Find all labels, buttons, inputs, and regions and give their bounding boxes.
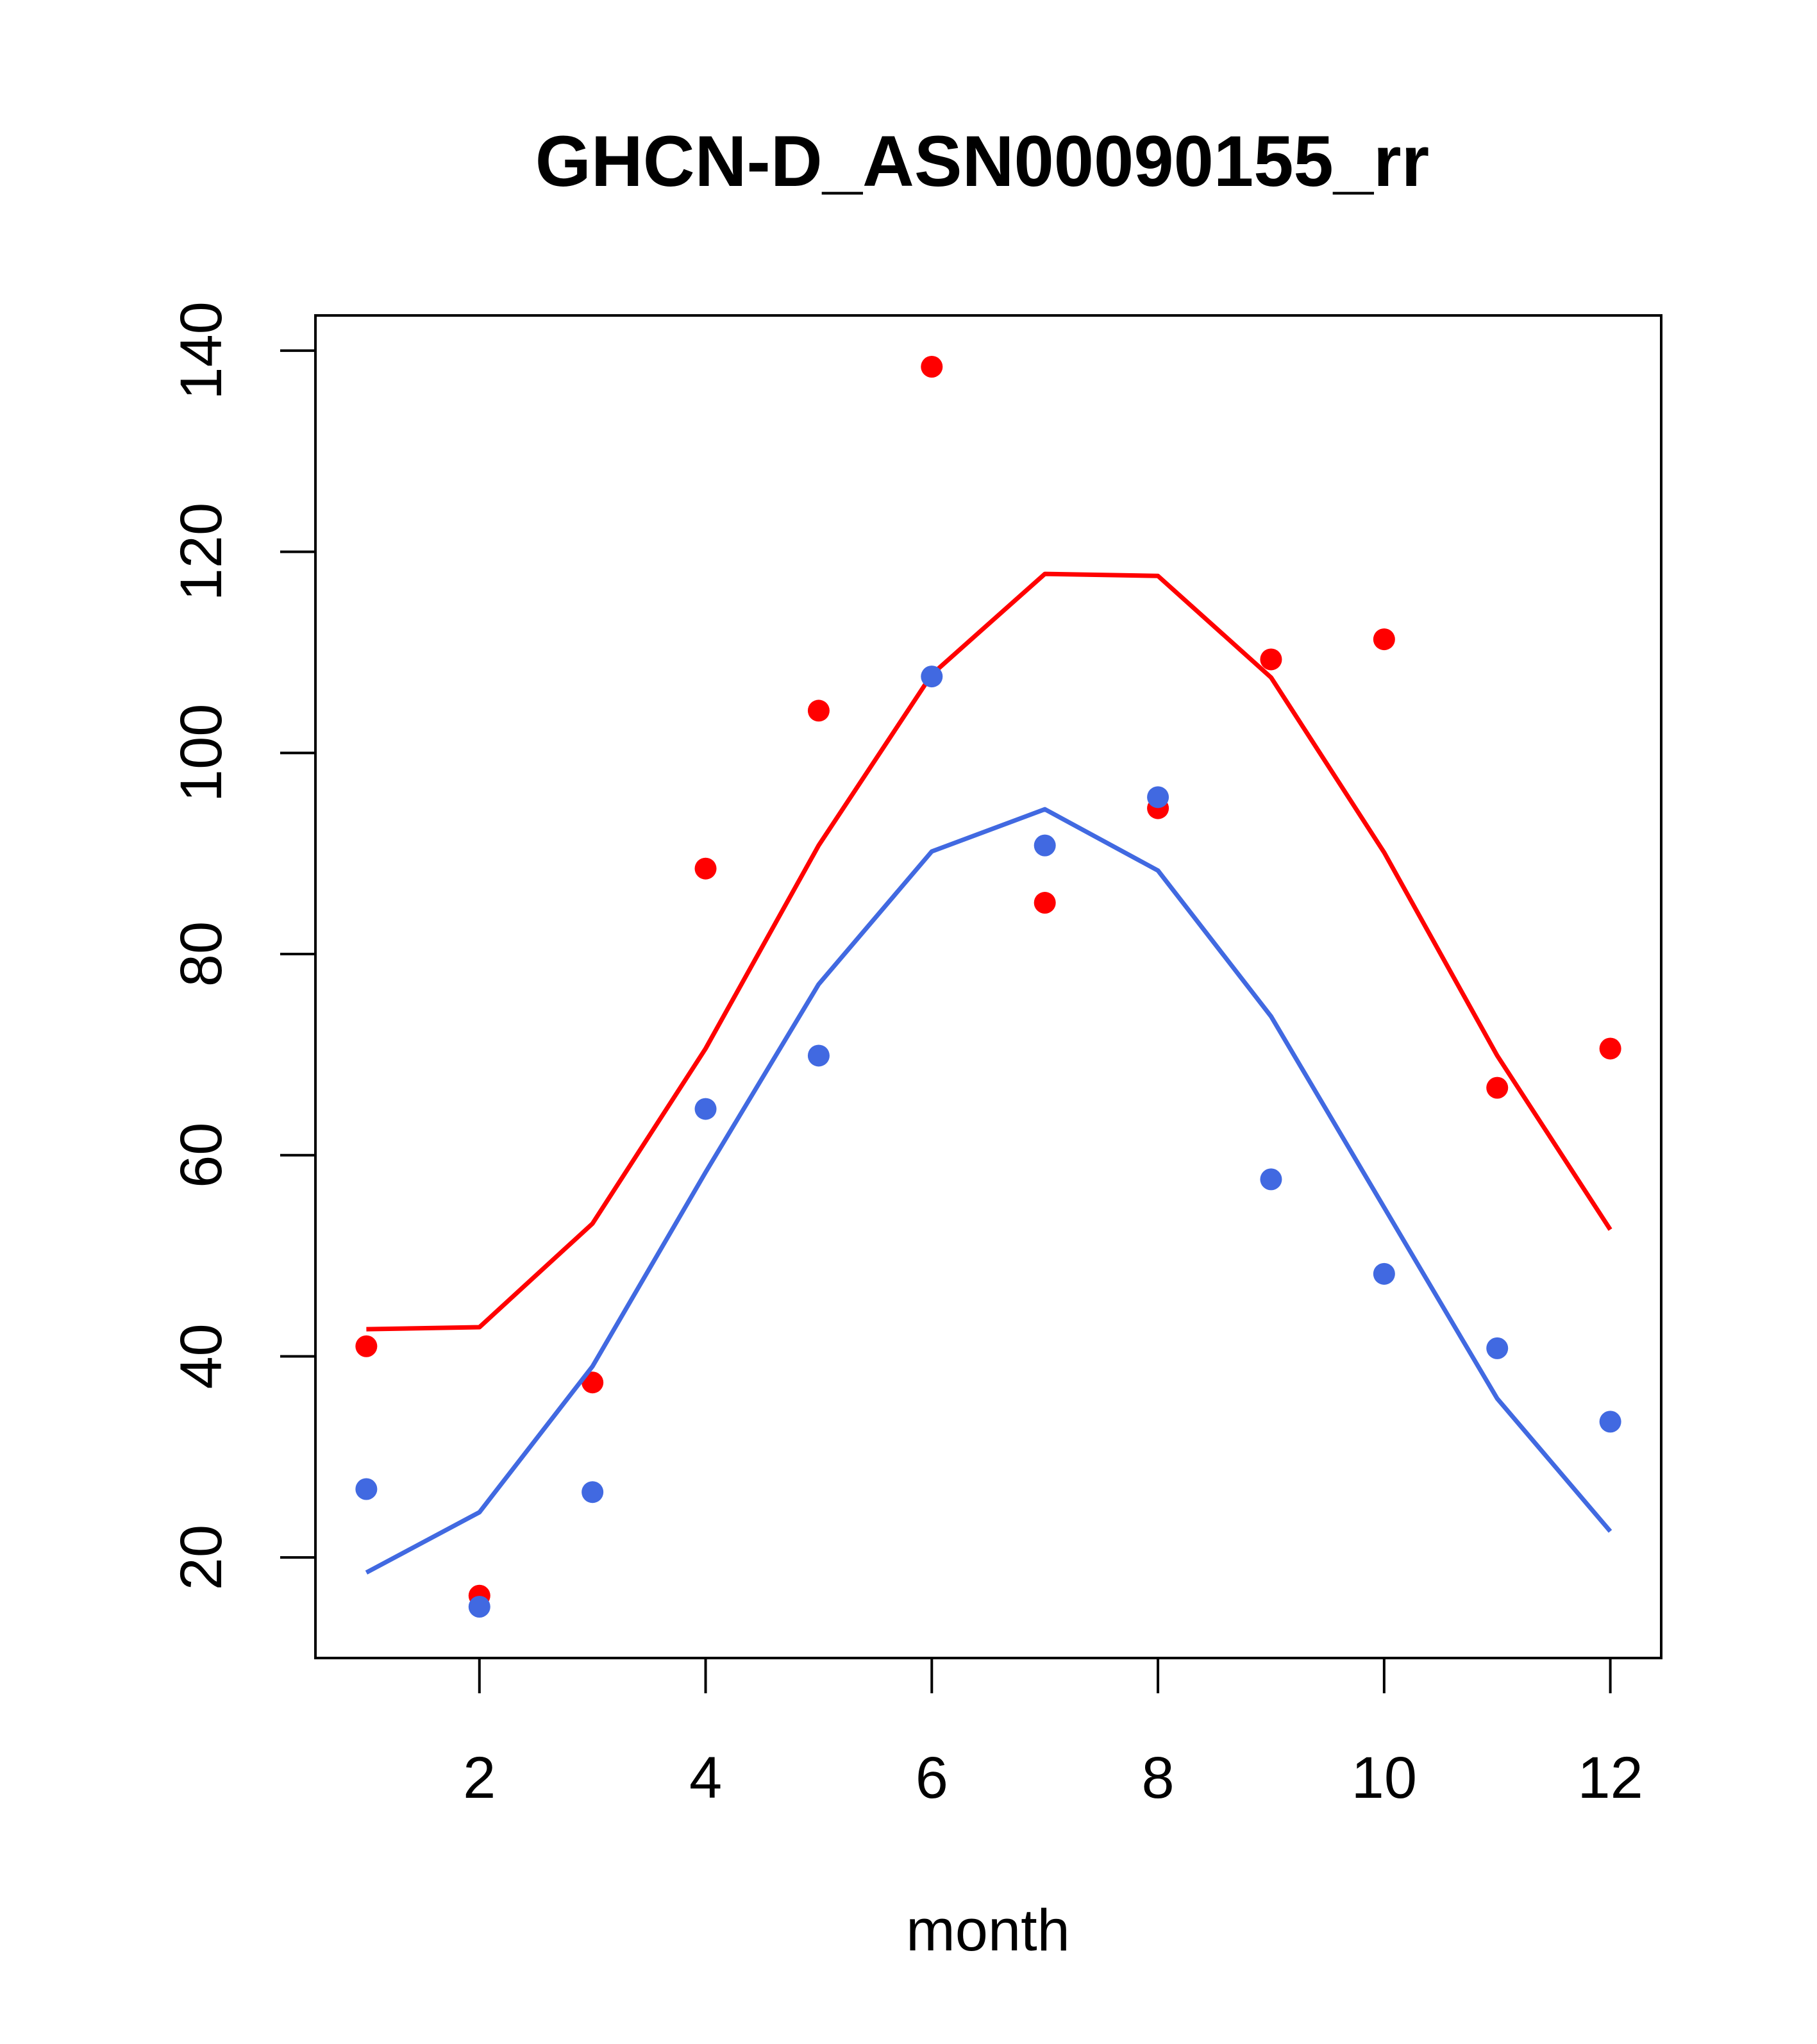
series-2-point (1599, 1411, 1621, 1433)
y-axis: 20 40 60 80 100 120 140 (169, 301, 317, 1590)
y-tick-label: 120 (169, 503, 234, 601)
series-2-point (355, 1478, 378, 1500)
series-2-point (1486, 1337, 1509, 1359)
series-1-point (355, 1335, 378, 1357)
x-axis-label: month (906, 1898, 1070, 1963)
series-1-point (921, 355, 943, 378)
y-tick-label: 20 (169, 1525, 234, 1590)
y-tick-label: 100 (169, 704, 234, 803)
series-2-point (921, 666, 943, 688)
series-2-line (365, 807, 1612, 1575)
series-1-point (1599, 1037, 1621, 1060)
series-2-point (468, 1596, 490, 1618)
y-tick-label: 60 (169, 1123, 234, 1188)
series-1-point (1373, 628, 1395, 651)
series-2-point (694, 1098, 717, 1120)
series-1-point (694, 857, 717, 880)
series-2-point (1260, 1168, 1282, 1191)
x-tick-label: 6 (916, 1745, 948, 1811)
x-tick-label: 8 (1141, 1745, 1174, 1811)
chart-title: GHCN-D_ASN00090155_rr (535, 121, 1429, 201)
series-2-point (1373, 1262, 1395, 1285)
series-2-point (1034, 834, 1056, 857)
x-tick-label: 4 (689, 1745, 722, 1811)
series-1-line (366, 571, 1612, 1332)
y-tick-label: 40 (169, 1323, 234, 1389)
series-2-point (1147, 786, 1169, 808)
series-1-point (1486, 1076, 1509, 1099)
x-tick-label: 10 (1352, 1745, 1417, 1811)
series-1-point (807, 699, 830, 722)
x-axis: 2 4 6 8 10 12 (463, 1657, 1643, 1811)
series-2-point (807, 1044, 830, 1067)
y-tick-label: 140 (169, 301, 234, 400)
y-tick-label: 80 (169, 921, 234, 987)
x-tick-label: 2 (463, 1745, 496, 1811)
series-1-point (1034, 892, 1056, 914)
series-1-point (1260, 648, 1282, 671)
series-layer (355, 355, 1621, 1618)
x-tick-label: 12 (1577, 1745, 1643, 1811)
series-2-point (582, 1481, 604, 1504)
